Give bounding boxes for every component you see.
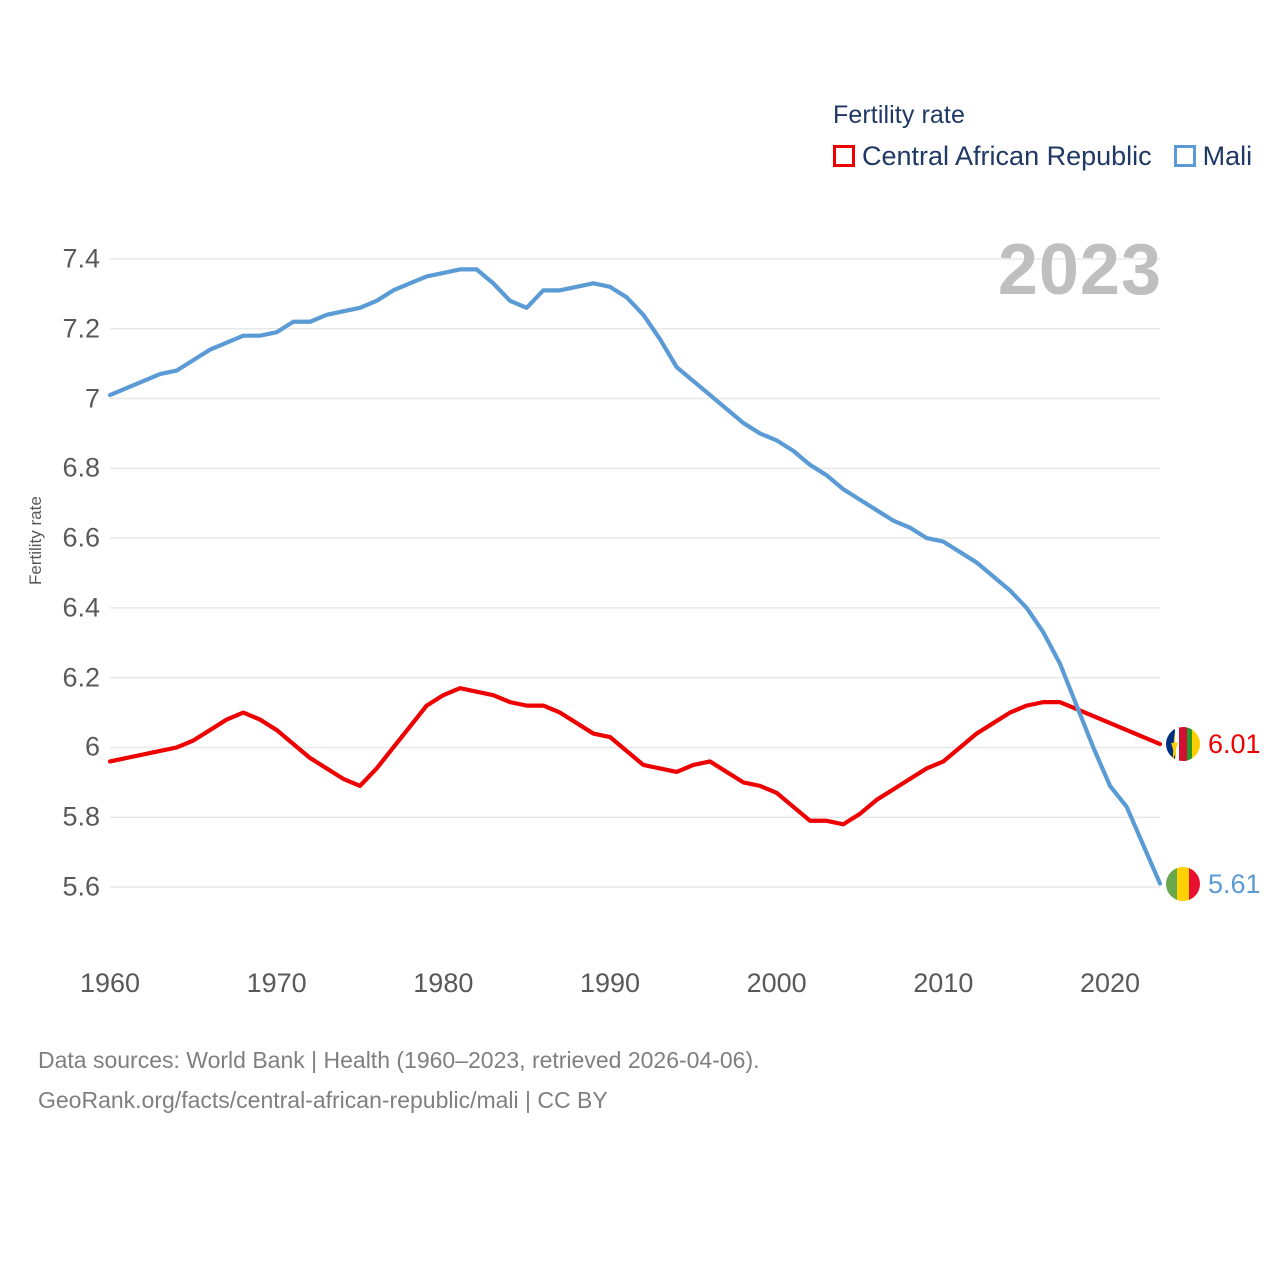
year-watermark: 2023 [997, 230, 1162, 310]
legend-items: Central African Republic Mali [833, 142, 1263, 170]
x-tick-label: 1980 [413, 968, 474, 998]
y-tick-label: 5.6 [62, 871, 100, 902]
x-tick-label: 2020 [1079, 968, 1141, 998]
chart-legend: Fertility rate Central African Republic … [833, 100, 1263, 170]
y-tick-label: 6.6 [62, 522, 100, 553]
legend-swatch-mali [1173, 145, 1196, 167]
legend-label-central-african-republic: Central African Republic [862, 141, 1152, 171]
end-value-central-african-republic: 6.01 [1208, 729, 1261, 759]
footer-data-sources: Data sources: World Bank | Health (1960–… [38, 1047, 760, 1073]
legend-item-mali[interactable]: Mali [1173, 141, 1253, 171]
end-label-central-african-republic: 6.01 [1166, 727, 1261, 761]
y-tick-label: 7.4 [62, 243, 100, 274]
y-axis-title: Fertility rate [26, 496, 45, 585]
y-tick-label: 7 [84, 383, 100, 414]
legend-swatch-central-african-republic [833, 145, 855, 167]
x-tick-label: 2010 [913, 968, 974, 998]
y-axis-tick-labels: 5.6 5.8 6 6.2 6.4 6.6 6.8 7 7.2 7.4 [22, 0, 100, 1280]
x-tick-label: 1960 [79, 968, 141, 998]
series-line-central-african-republic [107, 686, 1163, 827]
end-label-mali: 5.61 [1166, 866, 1261, 901]
legend-label-mali: Mali [1202, 141, 1253, 171]
end-value-mali: 5.61 [1208, 868, 1261, 899]
y-tick-label: 6.2 [62, 662, 100, 693]
central-african-republic-flag-icon [1166, 727, 1200, 761]
x-tick-label: 1990 [579, 968, 641, 998]
mali-flag-icon [1166, 866, 1200, 901]
legend-item-central-african-republic[interactable]: Central African Republic [833, 142, 1152, 170]
footer-credits: Data sources: World Bank | Health (1960–… [38, 1040, 760, 1120]
x-tick-label: 1970 [246, 968, 307, 998]
y-tick-label: 6.4 [62, 592, 100, 623]
footer-attribution: GeoRank.org/facts/central-african-republ… [38, 1087, 608, 1113]
y-tick-label: 6.8 [62, 452, 100, 483]
y-tick-label: 5.8 [62, 801, 100, 832]
y-tick-label: 7.2 [62, 313, 100, 344]
series-line-mali [107, 267, 1163, 886]
x-tick-label: 2000 [746, 968, 807, 998]
legend-title: Fertility rate [833, 101, 965, 129]
y-tick-label: 6 [84, 731, 100, 762]
